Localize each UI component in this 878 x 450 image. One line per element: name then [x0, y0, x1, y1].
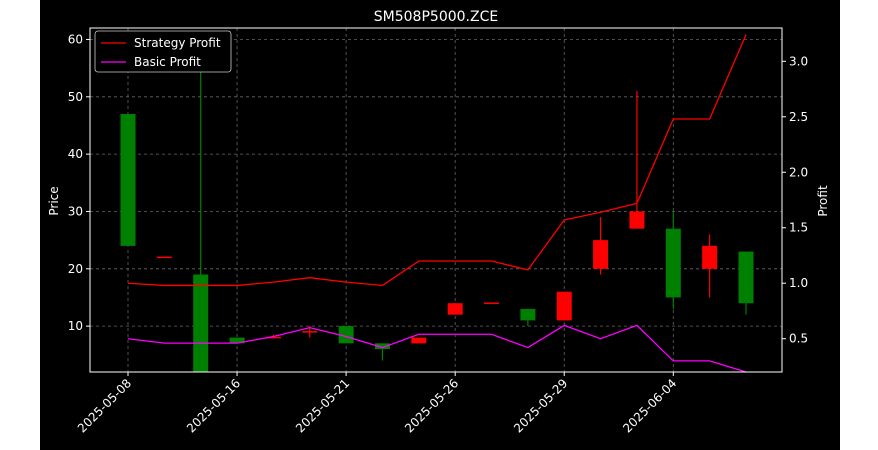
y-tick-label-left: 30: [68, 204, 83, 218]
y-axis-label-right: Profit: [816, 185, 830, 217]
legend-box: [94, 30, 232, 73]
candle-body: [593, 240, 609, 269]
candle-body: [411, 337, 427, 344]
x-tick-label: 2025-05-21: [293, 376, 352, 435]
legend-label-strategy: Strategy Profit: [134, 36, 221, 50]
plot-frame: [89, 27, 783, 373]
axes: 10 20 30 40 50 60 0.5 1.0 1.5 2.0 2.5 3.0 2025-05-08…: [68, 27, 808, 435]
candlestick-chart: SM508P5000.ZCE 10 20 30 40 50 60 0.5 1.0 1.5 2.0 2…: [47, 9, 830, 435]
y-tick-label-left: 20: [68, 262, 83, 276]
candle-body: [738, 251, 754, 304]
candle-body: [229, 337, 245, 344]
chart-figure: SM508P5000.ZCE 10 20 30 40 50 60 0.5 1.0 1.5 2.0 2…: [40, 0, 840, 450]
y-tick-label-right: 3.0: [789, 54, 808, 68]
y-tick-label-right: 1.0: [789, 276, 808, 290]
plot-area: [120, 34, 754, 373]
y-tick-label-right: 0.5: [789, 332, 808, 346]
strategy-profit-line: [127, 34, 747, 287]
y-tick-label-right: 1.5: [789, 221, 808, 235]
y-tick-label-left: 50: [68, 90, 83, 104]
y-tick-label-left: 40: [68, 147, 83, 161]
candle-body: [556, 291, 572, 321]
candle-body: [665, 228, 681, 298]
y-tick-label-right: 2.5: [789, 110, 808, 124]
x-tick-label: 2025-05-26: [402, 376, 461, 435]
x-tick-label: 2025-05-29: [511, 376, 570, 435]
y-axis-label-left: Price: [47, 186, 61, 215]
candle-body: [193, 274, 209, 372]
y-tick-label-left: 10: [68, 319, 83, 333]
x-tick-label: 2025-05-16: [184, 376, 243, 435]
chart-title: SM508P5000.ZCE: [374, 9, 498, 25]
x-tick-label: 2025-06-04: [620, 376, 679, 435]
y-tick-label-right: 2.0: [789, 165, 808, 179]
candle-body: [338, 326, 354, 344]
legend: Strategy Profit Basic Profit: [94, 30, 232, 73]
candle-body: [120, 114, 136, 246]
legend-label-basic: Basic Profit: [134, 55, 201, 69]
candle-body: [629, 211, 645, 229]
candle-body: [447, 303, 463, 315]
y-tick-label-left: 60: [68, 32, 83, 46]
x-tick-label: 2025-05-08: [75, 376, 134, 435]
candle-body: [374, 343, 390, 350]
candle-body: [702, 245, 718, 269]
basic-profit-line: [127, 324, 747, 373]
candle-body: [520, 308, 536, 321]
